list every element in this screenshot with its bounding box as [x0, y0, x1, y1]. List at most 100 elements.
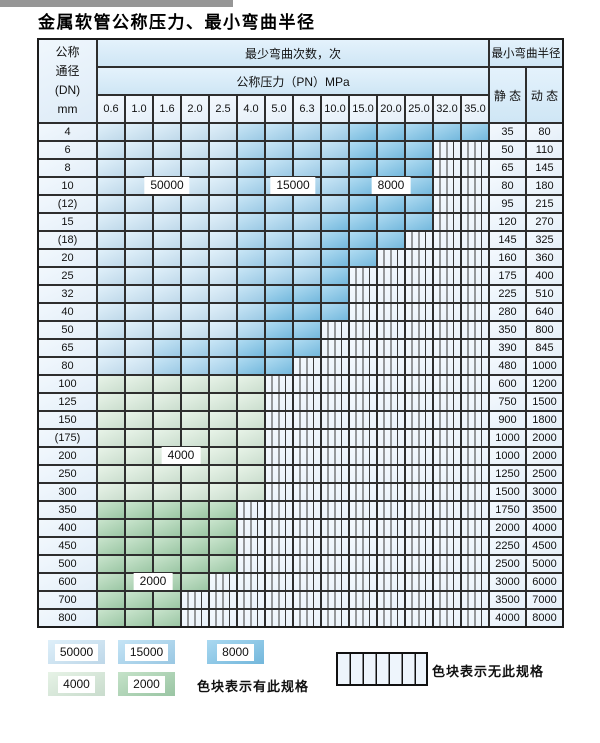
pressure-tick: 5.0 — [266, 96, 292, 122]
spec-cell — [210, 520, 236, 536]
spec-cell — [266, 358, 292, 374]
spec-cell — [126, 520, 152, 536]
no-spec-cell — [406, 304, 432, 320]
pressure-tick: 4.0 — [238, 96, 264, 122]
spec-cell — [462, 124, 488, 140]
dn-cell: 125 — [39, 394, 96, 410]
no-spec-cell — [350, 358, 376, 374]
cycle-count-label: 15000 — [270, 177, 316, 194]
no-spec-cell — [406, 448, 432, 464]
no-spec-cell — [294, 556, 320, 572]
no-spec-cell — [378, 322, 404, 338]
legend-swatch: 2000 — [118, 672, 175, 696]
dynamic-value: 510 — [527, 286, 562, 302]
no-spec-cell — [462, 556, 488, 572]
spec-cell — [294, 232, 320, 248]
spec-cell — [98, 502, 124, 518]
spec-cell — [266, 196, 292, 212]
dynamic-value: 400 — [527, 268, 562, 284]
no-spec-cell — [378, 268, 404, 284]
spec-cell — [98, 484, 124, 500]
spec-cell — [182, 340, 208, 356]
dn-header-line: 公称 — [55, 45, 80, 59]
static-value: 3500 — [490, 592, 525, 608]
spec-cell — [126, 610, 152, 626]
no-spec-cell — [406, 412, 432, 428]
spec-cell — [294, 250, 320, 266]
spec-cell — [154, 502, 180, 518]
spec-cell — [210, 250, 236, 266]
legend: 50000 15000 8000 4000 2000 色块表示有此规格 色块表示无此规格 — [0, 0, 600, 696]
no-spec-cell — [378, 610, 404, 626]
legend-swatch-label: 2000 — [128, 675, 165, 693]
no-spec-cell — [434, 556, 460, 572]
spec-cell — [182, 160, 208, 176]
dn-cell: (12) — [39, 196, 96, 212]
spec-cell — [126, 160, 152, 176]
no-spec-cell — [350, 556, 376, 572]
no-spec-cell — [378, 556, 404, 572]
spec-cell — [154, 484, 180, 500]
spec-cell — [322, 196, 348, 212]
spec-cell — [238, 160, 264, 176]
legend-swatch-label: 50000 — [54, 643, 99, 661]
spec-cell — [154, 466, 180, 482]
spec-cell — [406, 142, 432, 158]
no-spec-cell — [434, 520, 460, 536]
spec-cell — [126, 430, 152, 446]
spec-cell — [126, 592, 152, 608]
no-spec-cell — [434, 358, 460, 374]
spec-cell — [98, 466, 124, 482]
no-spec-cell — [406, 340, 432, 356]
pressure-tick: 25.0 — [406, 96, 432, 122]
spec-cell — [182, 304, 208, 320]
no-spec-cell — [266, 592, 292, 608]
no-spec-cell — [434, 394, 460, 410]
dn-cell: 8 — [39, 160, 96, 176]
spec-cell — [266, 142, 292, 158]
no-spec-cell — [322, 376, 348, 392]
spec-cell — [126, 484, 152, 500]
no-spec-cell — [434, 484, 460, 500]
spec-cell — [98, 556, 124, 572]
spec-cell — [238, 178, 264, 194]
pressure-tick: 20.0 — [378, 96, 404, 122]
spec-cell — [350, 232, 376, 248]
spec-cell — [98, 574, 124, 590]
spec-cell — [154, 358, 180, 374]
legend-swatch: 8000 — [207, 640, 264, 664]
spec-cell — [98, 376, 124, 392]
no-spec-cell — [462, 574, 488, 590]
static-value: 2000 — [490, 520, 525, 536]
no-spec-cell — [266, 466, 292, 482]
min-radius-header: 最小弯曲半径 — [490, 40, 562, 66]
no-spec-cell — [462, 322, 488, 338]
dn-cell: 4 — [39, 124, 96, 140]
scan-artifact-strip — [0, 0, 233, 7]
dn-cell: 20 — [39, 250, 96, 266]
no-spec-cell — [434, 160, 460, 176]
spec-cell — [210, 376, 236, 392]
legend-swatch: 50000 — [48, 640, 105, 664]
spec-cell — [154, 610, 180, 626]
spec-cell — [210, 178, 236, 194]
no-spec-cell — [322, 610, 348, 626]
static-header: 静 态 — [490, 68, 525, 122]
no-spec-cell — [294, 448, 320, 464]
spec-cell — [294, 196, 320, 212]
no-spec-cell — [238, 610, 264, 626]
no-spec-cell — [462, 412, 488, 428]
no-spec-cell — [378, 358, 404, 374]
spec-cell — [210, 160, 236, 176]
spec-cell — [126, 448, 152, 464]
dynamic-value: 270 — [527, 214, 562, 230]
no-spec-cell — [350, 538, 376, 554]
spec-cell — [98, 538, 124, 554]
no-spec-cell — [350, 574, 376, 590]
no-spec-cell — [434, 142, 460, 158]
no-spec-cell — [462, 250, 488, 266]
legend-available-text: 色块表示有此规格 — [197, 679, 310, 694]
spec-cell — [126, 556, 152, 572]
no-spec-cell — [434, 268, 460, 284]
static-value: 65 — [490, 160, 525, 176]
